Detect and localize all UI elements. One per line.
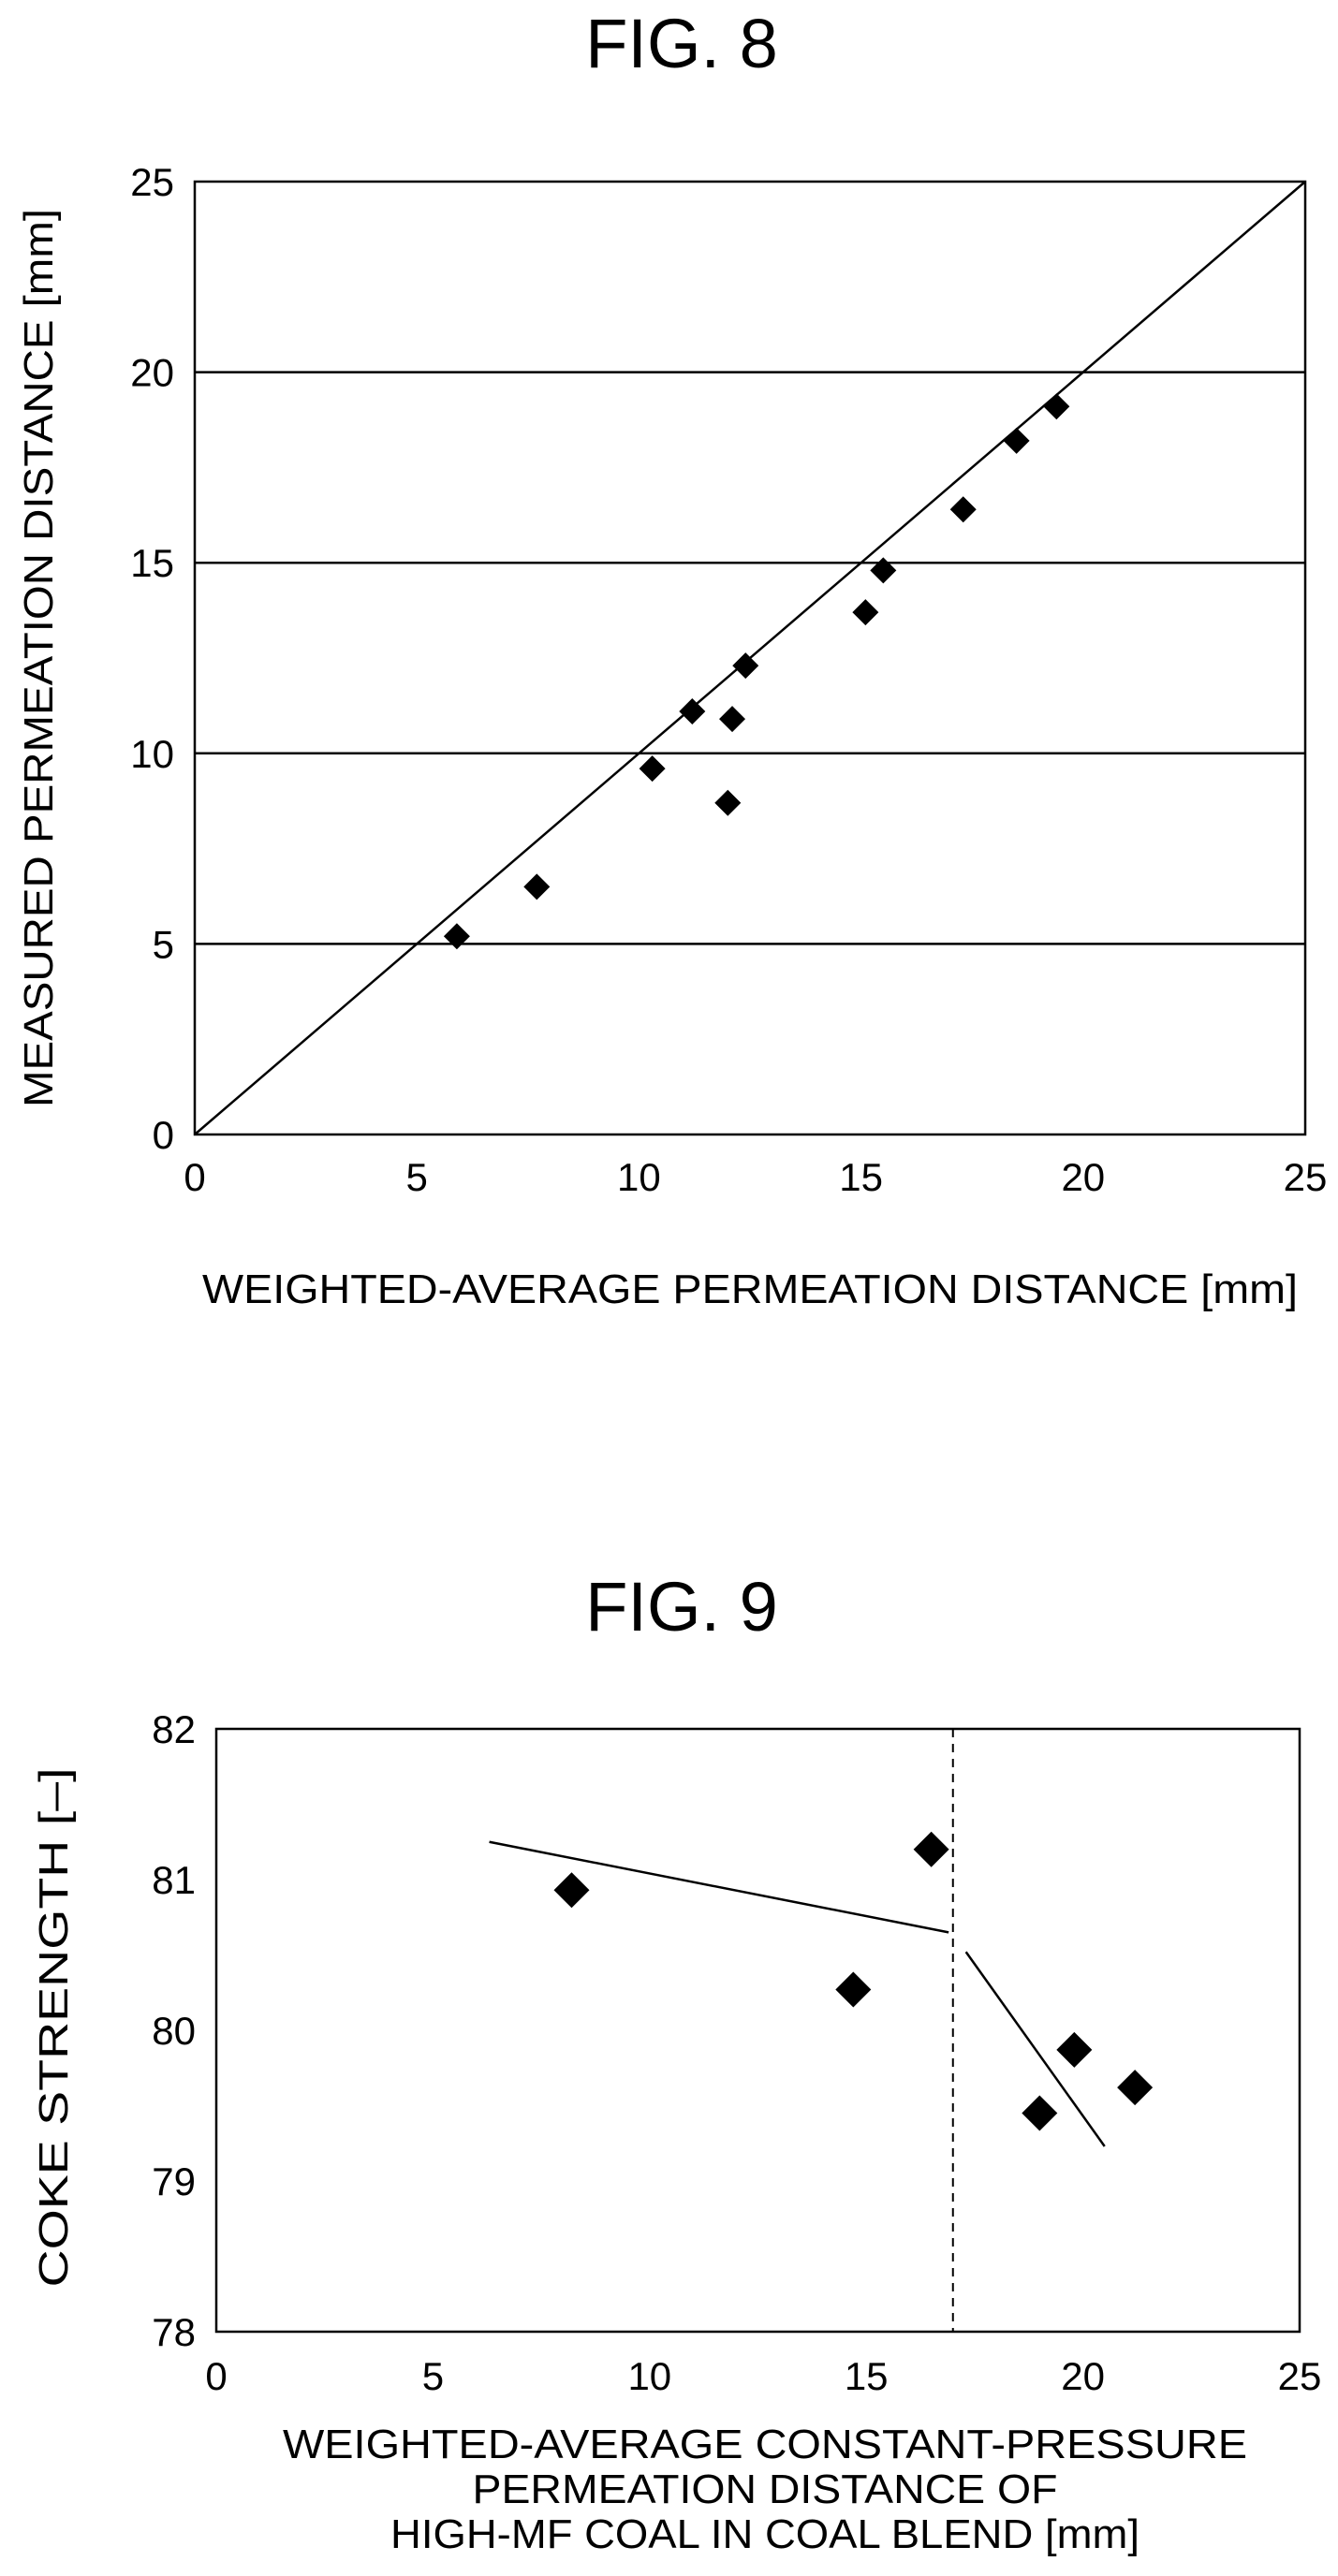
y-tick-label: 79 <box>152 2159 196 2203</box>
fig8-title: FIG. 8 <box>585 5 778 82</box>
data-point <box>1004 428 1030 454</box>
x-tick-label: 5 <box>406 1155 428 1199</box>
fig8-points <box>444 393 1069 949</box>
y-tick-label: 15 <box>130 541 174 585</box>
data-point <box>1043 393 1069 419</box>
data-point <box>714 790 741 816</box>
data-point <box>444 923 470 949</box>
x-tick-label: 5 <box>422 2354 444 2398</box>
fig8-chart: FIG. 8 0 5 10 15 20 25 0 5 10 15 20 25 WEIGHTED-AV… <box>16 5 1327 1312</box>
data-point <box>1117 2070 1153 2105</box>
fig9-plot-frame <box>216 1729 1300 2332</box>
data-point <box>950 496 977 522</box>
y-tick-label: 81 <box>152 1858 196 1902</box>
fig8-x-axis-label: WEIGHTED-AVERAGE PERMEATION DISTANCE [mm… <box>202 1266 1298 1312</box>
data-point <box>719 706 745 732</box>
fig9-chart: FIG. 9 0 5 10 15 20 25 78 79 80 81 82 WEIGHTED-AV… <box>31 1568 1321 2557</box>
y-tick-label: 78 <box>152 2310 196 2354</box>
data-point <box>835 1972 871 2008</box>
x-tick-label: 25 <box>1278 2354 1322 2398</box>
fig9-x-axis-label-line-1: WEIGHTED-AVERAGE CONSTANT-PRESSURE <box>283 2422 1247 2467</box>
data-point <box>553 1872 589 1908</box>
y-tick-label: 82 <box>152 1707 196 1751</box>
data-point <box>852 599 878 625</box>
data-point <box>870 557 896 583</box>
x-tick-label: 10 <box>627 2354 671 2398</box>
y-tick-label: 5 <box>153 922 174 966</box>
fig9-title: FIG. 9 <box>585 1568 778 1646</box>
x-tick-label: 10 <box>617 1155 661 1199</box>
x-tick-label: 25 <box>1284 1155 1328 1199</box>
x-tick-label: 0 <box>205 2354 227 2398</box>
fig9-y-axis-label: COKE STRENGTH [–] <box>31 1768 77 2288</box>
fig8-x-ticks: 0 5 10 15 20 25 <box>184 1155 1327 1199</box>
y-tick-label: 25 <box>130 160 174 204</box>
x-tick-label: 15 <box>839 1155 883 1199</box>
fig8-y-axis-label: MEASURED PERMEATION DISTANCE [mm] <box>16 209 62 1107</box>
fig9-x-axis-label-line-3: HIGH-MF COAL IN COAL BLEND [mm] <box>390 2511 1140 2557</box>
x-tick-label: 20 <box>1061 1155 1105 1199</box>
data-point <box>523 873 550 900</box>
x-tick-label: 0 <box>184 1155 205 1199</box>
data-point <box>1056 2032 1092 2068</box>
x-tick-label: 15 <box>845 2354 889 2398</box>
data-point <box>679 698 705 724</box>
data-point <box>640 755 666 782</box>
y-tick-label: 20 <box>130 351 174 395</box>
fig8-y-ticks: 0 5 10 15 20 25 <box>130 160 174 1157</box>
y-tick-label: 80 <box>152 2009 196 2053</box>
fig9-x-axis-label-line-2: PERMEATION DISTANCE OF <box>473 2466 1058 2512</box>
data-point <box>914 1832 949 1867</box>
data-point <box>732 652 758 679</box>
data-point <box>1022 2096 1057 2131</box>
x-tick-label: 20 <box>1061 2354 1105 2398</box>
fig9-x-ticks: 0 5 10 15 20 25 <box>205 2354 1321 2398</box>
y-tick-label: 10 <box>130 732 174 776</box>
y-tick-label: 0 <box>153 1113 174 1157</box>
fig9-y-ticks: 78 79 80 81 82 <box>152 1707 196 2354</box>
